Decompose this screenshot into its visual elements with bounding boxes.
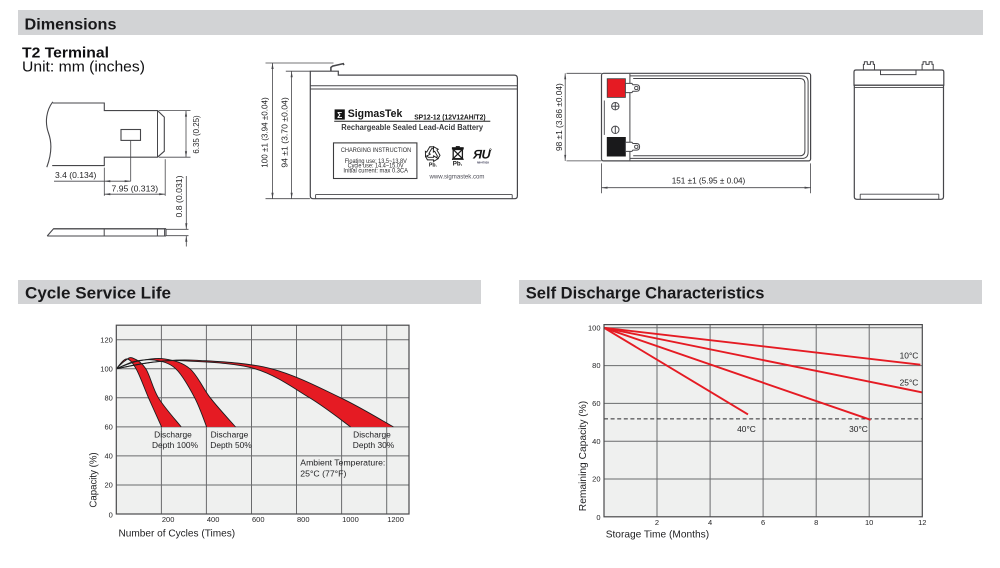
svg-text:94 ±1 (3.70 ±0.04): 94 ±1 (3.70 ±0.04) [280, 97, 289, 168]
svg-text:20: 20 [592, 475, 600, 484]
svg-text:Cycle use: 14.4~15.0V: Cycle use: 14.4~15.0V [348, 163, 405, 170]
svg-text:7.95 (0.313): 7.95 (0.313) [112, 184, 159, 193]
svg-text:Unit: mm (inches): Unit: mm (inches) [22, 60, 145, 76]
svg-text:SP12-12 (12V12AH/T2): SP12-12 (12V12AH/T2) [414, 115, 485, 122]
svg-text:80: 80 [592, 361, 600, 370]
svg-text:8: 8 [814, 518, 818, 527]
svg-text:1200: 1200 [387, 515, 404, 524]
svg-text:Depth 30%: Depth 30% [353, 440, 395, 450]
svg-text:T2 Terminal: T2 Terminal [22, 45, 109, 62]
svg-text:25°C: 25°C [900, 377, 919, 387]
svg-text:Depth 100%: Depth 100% [152, 440, 199, 450]
svg-text:0: 0 [109, 510, 113, 519]
svg-text:Number of Cycles (Times): Number of Cycles (Times) [119, 528, 236, 540]
svg-text:Self Discharge Characteristics: Self Discharge Characteristics [526, 284, 765, 302]
svg-text:Dimensions: Dimensions [25, 16, 117, 33]
svg-text:120: 120 [100, 335, 113, 344]
svg-text:100 ±1 (3.94 ±0.04): 100 ±1 (3.94 ±0.04) [261, 97, 270, 168]
svg-text:Cycle Service Life: Cycle Service Life [25, 284, 171, 302]
svg-text:25°C (77°F): 25°C (77°F) [300, 468, 346, 478]
svg-text:3.4 (0.134): 3.4 (0.134) [55, 171, 97, 180]
svg-text:Remaining Capacity (%): Remaining Capacity (%) [578, 401, 589, 511]
svg-text:200: 200 [162, 515, 175, 524]
svg-text:Initial current: max 0.3CA: Initial current: max 0.3CA [343, 168, 408, 175]
svg-text:12: 12 [918, 518, 926, 527]
svg-text:20: 20 [104, 481, 112, 490]
svg-text:1000: 1000 [342, 515, 359, 524]
svg-text:Pb.: Pb. [453, 161, 463, 168]
svg-text:100: 100 [588, 323, 601, 332]
svg-text:40: 40 [592, 437, 600, 446]
svg-text:60: 60 [104, 423, 112, 432]
svg-text:10: 10 [865, 518, 873, 527]
svg-text:Discharge: Discharge [154, 430, 192, 440]
svg-text:6: 6 [761, 518, 765, 527]
svg-text:Ambient Temperature:: Ambient Temperature: [300, 458, 385, 468]
svg-text:151 ±1 (5.95 ± 0.04): 151 ±1 (5.95 ± 0.04) [672, 177, 746, 186]
svg-text:Σ: Σ [337, 110, 342, 120]
svg-text:Rechargeable Sealed Lead-Acid: Rechargeable Sealed Lead-Acid Battery [341, 123, 483, 132]
svg-text:0: 0 [596, 513, 600, 522]
svg-text:SigmasTek: SigmasTek [348, 108, 403, 120]
svg-text:98 ±1 (3.86 ±0.04): 98 ±1 (3.86 ±0.04) [555, 83, 564, 151]
svg-text:4: 4 [708, 518, 712, 527]
svg-text:40°C: 40°C [737, 424, 756, 434]
svg-text:10°C: 10°C [900, 351, 919, 361]
svg-text:Depth 50%: Depth 50% [210, 440, 252, 450]
svg-text:CHARGING INSTRUCTION: CHARGING INSTRUCTION [341, 147, 412, 154]
svg-text:800: 800 [297, 515, 310, 524]
svg-text:Floating use: 13.5~13.8V: Floating use: 13.5~13.8V [345, 158, 408, 165]
svg-text:Discharge: Discharge [353, 430, 391, 440]
svg-text:80: 80 [104, 393, 112, 402]
svg-text:0.8 (0.031): 0.8 (0.031) [175, 175, 184, 217]
svg-text:Capacity (%): Capacity (%) [88, 452, 99, 507]
svg-text:60: 60 [592, 399, 600, 408]
svg-text:Pb.: Pb. [429, 162, 438, 168]
svg-text:www.sigmastek.com: www.sigmastek.com [429, 173, 485, 180]
svg-text:ЯU: ЯU [472, 148, 492, 162]
svg-text:Storage Time (Months): Storage Time (Months) [606, 528, 709, 540]
svg-text:MH47929: MH47929 [477, 161, 489, 165]
svg-text:400: 400 [207, 515, 220, 524]
svg-text:40: 40 [104, 452, 112, 461]
svg-text:600: 600 [252, 515, 265, 524]
svg-text:Discharge: Discharge [211, 430, 249, 440]
svg-text:100: 100 [100, 364, 113, 373]
svg-text:2: 2 [655, 518, 659, 527]
svg-text:6.35 (0.25): 6.35 (0.25) [192, 115, 201, 154]
svg-text:30°C: 30°C [849, 424, 868, 434]
